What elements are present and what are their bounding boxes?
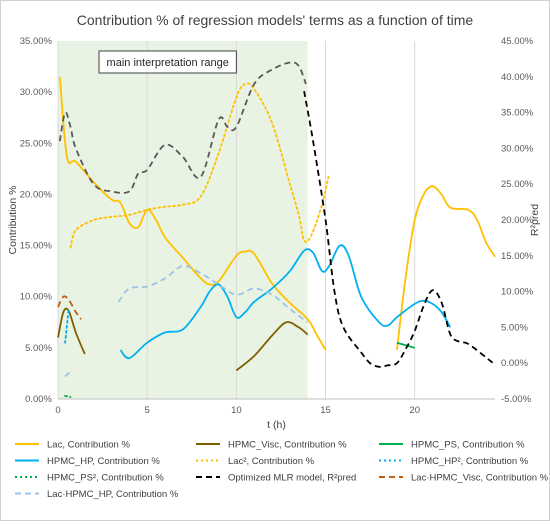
legend-label: HPMC_PS², Contribution % (47, 473, 164, 484)
x-axis-title: t (h) (267, 419, 286, 431)
y2-tick-label: 20.00% (501, 215, 534, 226)
series-line-2 (396, 341, 415, 349)
legend-label: Lac·HPMC_HP, Contribution % (47, 489, 179, 500)
y-tick-label: 30.00% (20, 87, 53, 98)
y-tick-label: 0.00% (25, 394, 52, 405)
legend-label: Optimized MLR model, R²pred (228, 473, 356, 484)
y2-tick-label: -5.00% (501, 394, 532, 405)
chart-title: Contribution % of regression models' ter… (77, 12, 474, 28)
series-line-9 (64, 370, 72, 378)
x-tick-label: 10 (231, 405, 242, 416)
x-tick-label: 5 (145, 405, 150, 416)
y2-tick-label: 45.00% (501, 36, 534, 47)
legend-label: HPMC_Visc, Contribution % (228, 440, 347, 451)
legend: Lac, Contribution % HPMC_Visc, Contributi… (15, 440, 549, 500)
series-line-0 (58, 76, 327, 351)
y2-tick-label: 30.00% (501, 143, 534, 154)
y-axis-title: Contribution % (7, 186, 19, 255)
annotation-label: main interpretation range (107, 57, 229, 69)
y-tick-label: 35.00% (20, 36, 53, 47)
y2-tick-label: 40.00% (501, 72, 534, 83)
series-line-6 (64, 395, 72, 398)
interpretation-range-band (58, 41, 308, 399)
x-tick-label: 0 (55, 405, 60, 416)
series-line-9 (117, 265, 309, 324)
y2-tick-label: 15.00% (501, 251, 534, 262)
x-tick-label: 15 (320, 405, 331, 416)
y2-tick-label: 35.00% (501, 108, 534, 119)
y2-tick-label: 10.00% (501, 287, 534, 298)
legend-label: Lac, Contribution % (47, 440, 130, 451)
annotation-box (98, 50, 237, 74)
y-tick-label: 20.00% (20, 189, 53, 200)
series-line-5 (64, 308, 70, 344)
legend-label: HPMC_HP, Contribution % (47, 456, 160, 467)
legend-label: Lac², Contribution % (228, 456, 315, 467)
series-line-7 (303, 90, 496, 368)
legend-label: HPMC_HP², Contribution % (411, 456, 529, 467)
legend-label: Lac·HPMC_Visc, Contribution % (411, 473, 549, 484)
series-line-10 (58, 61, 307, 194)
y-tick-label: 5.00% (25, 343, 52, 354)
y-tick-label: 25.00% (20, 138, 53, 149)
y2-tick-label: 0.00% (501, 358, 528, 369)
y2-tick-label: 25.00% (501, 179, 534, 190)
y-tick-label: 10.00% (20, 292, 53, 303)
y-tick-label: 15.00% (20, 241, 53, 252)
series-line-0 (396, 185, 496, 351)
legend-label: HPMC_PS, Contribution % (411, 440, 525, 451)
y2-tick-label: 5.00% (501, 322, 528, 333)
series-line-1 (235, 321, 309, 372)
y2-axis-title: R²pred (529, 204, 541, 236)
plot-area: 0 5 10 15 20 0.00% 5.00% 10.00% 15.00% 20.00% 25.0… (7, 36, 541, 431)
series-line-3 (119, 244, 452, 360)
series-line-8 (57, 295, 82, 320)
x-tick-label: 20 (409, 405, 420, 416)
series-line-4 (69, 82, 330, 249)
